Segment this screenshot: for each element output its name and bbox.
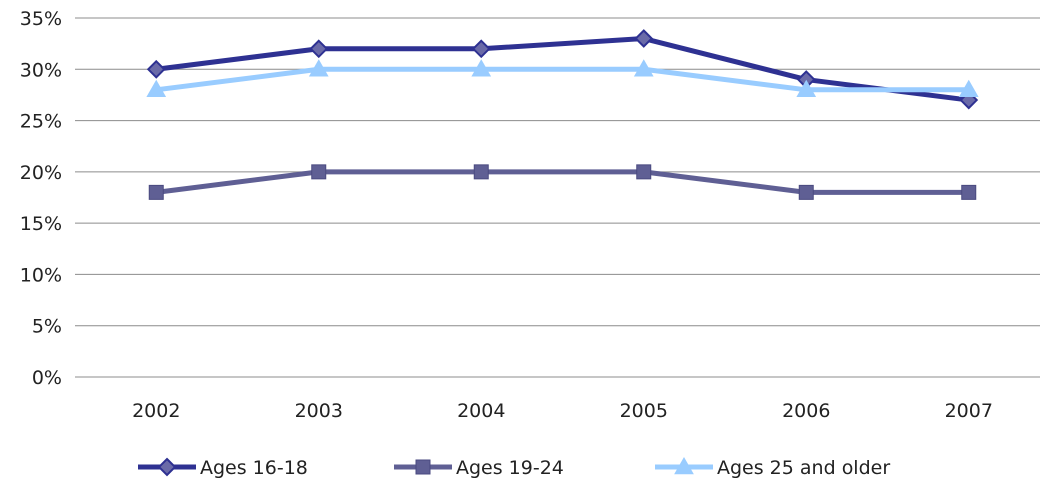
series-3 (146, 59, 979, 98)
x-tick-label: 2007 (945, 400, 993, 422)
legend-item[interactable]: Ages 25 and older (655, 456, 890, 479)
data-point-marker[interactable] (146, 59, 166, 79)
y-tick-label: 30% (20, 59, 62, 81)
legend-label: Ages 25 and older (717, 457, 890, 479)
data-point-marker[interactable] (961, 184, 977, 200)
y-tick-label: 10% (20, 264, 62, 286)
data-point-marker[interactable] (958, 79, 979, 98)
y-tick-label: 20% (20, 162, 62, 184)
data-point-marker[interactable] (311, 164, 327, 180)
data-point-marker[interactable] (471, 59, 492, 77)
y-tick-label: 35% (20, 8, 62, 30)
legend-label: Ages 19-24 (456, 457, 564, 479)
data-point-marker[interactable] (798, 184, 814, 200)
legend[interactable]: Ages 16-18 Ages 19-24 Ages 25 and older (138, 456, 890, 479)
x-tick-label: 2003 (295, 400, 343, 422)
y-axis-ticks: 0% 5% 10% 15% 20% 25% 30% 35% (20, 8, 62, 389)
y-tick-label: 0% (32, 367, 62, 389)
legend-item[interactable]: Ages 19-24 (394, 457, 564, 479)
data-point-marker[interactable] (473, 164, 489, 180)
data-point-marker[interactable] (634, 29, 654, 48)
x-tick-label: 2002 (132, 400, 180, 422)
y-tick-label: 25% (20, 111, 62, 133)
data-point-marker[interactable] (633, 59, 654, 77)
y-tick-label: 5% (32, 316, 62, 338)
x-axis-ticks: 2002 2003 2004 2005 2006 2007 (132, 400, 993, 422)
legend-label: Ages 16-18 (200, 457, 308, 479)
data-point-marker[interactable] (796, 79, 817, 98)
y-tick-label: 15% (20, 213, 62, 235)
data-point-marker[interactable] (146, 79, 167, 98)
data-point-marker[interactable] (309, 39, 329, 59)
legend-marker-icon[interactable] (674, 456, 694, 475)
gridlines (75, 17, 1040, 378)
x-tick-label: 2004 (457, 400, 505, 422)
series-line[interactable] (155, 66, 969, 93)
legend-item[interactable]: Ages 16-18 (138, 457, 308, 479)
series-group (146, 29, 979, 200)
series-line[interactable] (155, 36, 970, 103)
data-point-marker[interactable] (471, 39, 491, 59)
series-2 (148, 164, 977, 200)
data-point-marker[interactable] (636, 164, 652, 180)
x-tick-label: 2005 (620, 400, 668, 422)
legend-marker-icon[interactable] (415, 459, 431, 475)
data-point-marker[interactable] (308, 59, 329, 77)
data-point-marker[interactable] (148, 184, 164, 200)
series-line[interactable] (155, 169, 969, 195)
legend-marker-icon[interactable] (157, 457, 177, 477)
x-tick-label: 2006 (782, 400, 830, 422)
